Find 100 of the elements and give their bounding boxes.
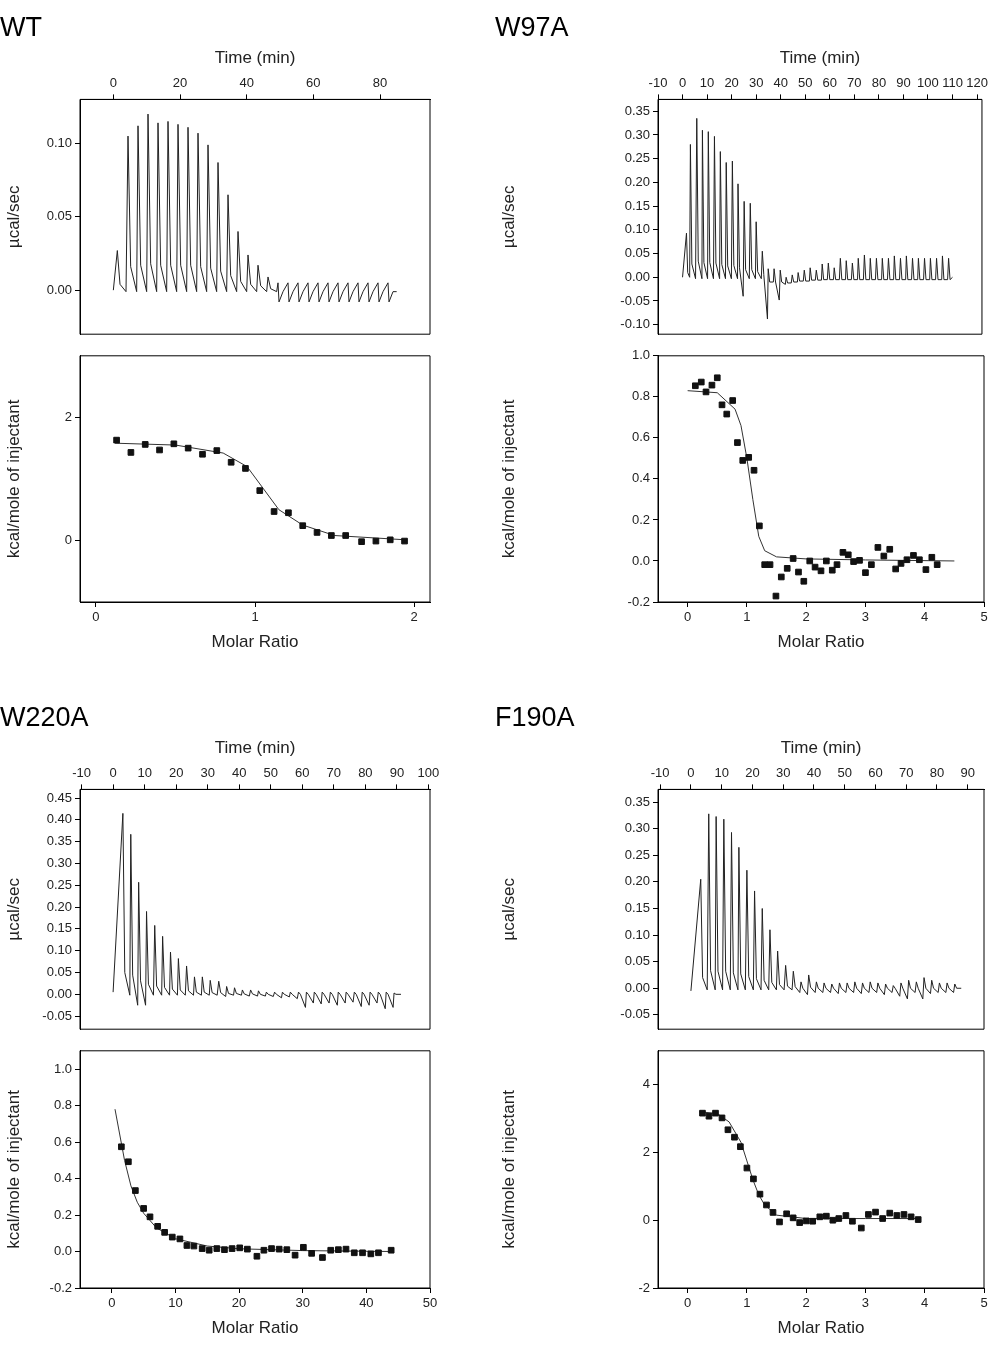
x-tick-label: 90 [960, 765, 975, 781]
point [880, 552, 888, 560]
point [283, 1246, 291, 1254]
point [769, 1209, 777, 1216]
point [118, 1143, 125, 1151]
point [702, 388, 710, 396]
x-tick-label: 4 [921, 1295, 929, 1311]
x-tick-label: 80 [372, 75, 388, 91]
point [183, 1242, 191, 1249]
y-tick-label: 0.25 [46, 876, 72, 892]
x-tick-label: 30 [748, 75, 764, 91]
x-tick-label: 20 [724, 75, 739, 91]
y-tick-label: -0.2 [627, 593, 650, 609]
y-tick-label: -2 [638, 1279, 650, 1295]
point [161, 1229, 168, 1236]
point [844, 551, 852, 559]
point [154, 1223, 161, 1230]
y-tick-label: 0.10 [624, 221, 650, 237]
point [256, 487, 264, 494]
y-tick-label: 0.15 [624, 197, 650, 213]
point [156, 446, 163, 454]
x-tick-label: 60 [295, 765, 310, 781]
x-tick-label: 0 [687, 765, 695, 781]
x-tick-label: 50 [263, 765, 278, 781]
point [933, 561, 941, 568]
point [839, 549, 847, 556]
point [190, 1242, 198, 1250]
point [763, 1201, 770, 1209]
point [795, 568, 802, 576]
y-tick-label: 0.35 [624, 793, 650, 809]
point [886, 1209, 894, 1217]
point [697, 378, 705, 386]
x-tick-label: 70 [326, 765, 342, 781]
y-tick-label: 0.00 [46, 985, 72, 1001]
x-axis-title: Molar Ratio [211, 1318, 299, 1338]
point [893, 1212, 901, 1219]
x-tick-label: 110 [942, 75, 963, 91]
point [724, 1126, 732, 1134]
x-tick-label: 4 [921, 609, 929, 625]
x-tick-label: -10 [650, 765, 670, 781]
x-tick-label: 60 [868, 765, 883, 781]
point [809, 1217, 817, 1225]
x-tick-label: 60 [306, 75, 321, 91]
x-tick-label: 0 [108, 1295, 116, 1311]
y-tick-label: 0.10 [46, 135, 72, 150]
point [833, 561, 841, 568]
x-tick-label: 5 [980, 1295, 988, 1311]
point [817, 567, 825, 575]
point [386, 536, 394, 544]
y-tick-label: 0.30 [624, 126, 650, 142]
point [692, 382, 699, 390]
point [892, 565, 900, 573]
x-tick-label: 80 [358, 765, 373, 781]
y-tick-label: 0.6 [631, 429, 650, 445]
point [141, 441, 149, 448]
y-tick-label: 0.15 [46, 920, 72, 936]
point [213, 1245, 221, 1252]
point [342, 1245, 350, 1253]
x-tick-label: 20 [168, 765, 184, 781]
x-tick-label: 1 [743, 609, 751, 625]
y-axis-title: µcal/sec [3, 877, 23, 941]
x-tick-label: 1 [251, 609, 259, 625]
point [387, 1246, 395, 1254]
point [737, 1143, 744, 1151]
x-tick-label: 20 [172, 75, 188, 91]
point [800, 577, 808, 585]
point [198, 1245, 206, 1252]
point [184, 444, 192, 452]
point [712, 1109, 719, 1117]
y-tick-label: 0.10 [624, 926, 650, 942]
point [170, 440, 178, 448]
y-tick-label: 0.20 [46, 898, 72, 914]
y-tick-label: -0.10 [620, 316, 650, 332]
point [739, 457, 747, 464]
y-tick-label: 2 [64, 408, 72, 424]
point [776, 1218, 783, 1226]
point [789, 555, 797, 562]
x-axis-title: Molar Ratio [777, 632, 865, 652]
x-axis-title: Time (min) [214, 48, 296, 68]
x-axis-title: Molar Ratio [211, 632, 299, 652]
point [718, 1114, 726, 1122]
x-tick-label: 0 [109, 75, 117, 91]
y-tick-label: 0.30 [46, 855, 72, 871]
point [879, 1215, 886, 1222]
point [350, 1249, 358, 1257]
y-tick-label: 0.8 [631, 388, 650, 404]
x-tick-label: 40 [773, 75, 788, 91]
point [829, 1216, 837, 1224]
y-tick-label: 1.0 [631, 347, 650, 363]
point [221, 1246, 228, 1254]
point [327, 1246, 335, 1254]
point [375, 1249, 382, 1257]
point [313, 529, 321, 536]
x-tick-label: 1 [743, 1295, 751, 1311]
point [835, 1215, 843, 1222]
x-tick-label: 80 [929, 765, 945, 781]
y-axis-title: kcal/mole of injectant [3, 1089, 23, 1249]
point [823, 557, 830, 565]
y-tick-label: 0.20 [624, 873, 650, 889]
x-tick-label: -10 [648, 75, 668, 91]
